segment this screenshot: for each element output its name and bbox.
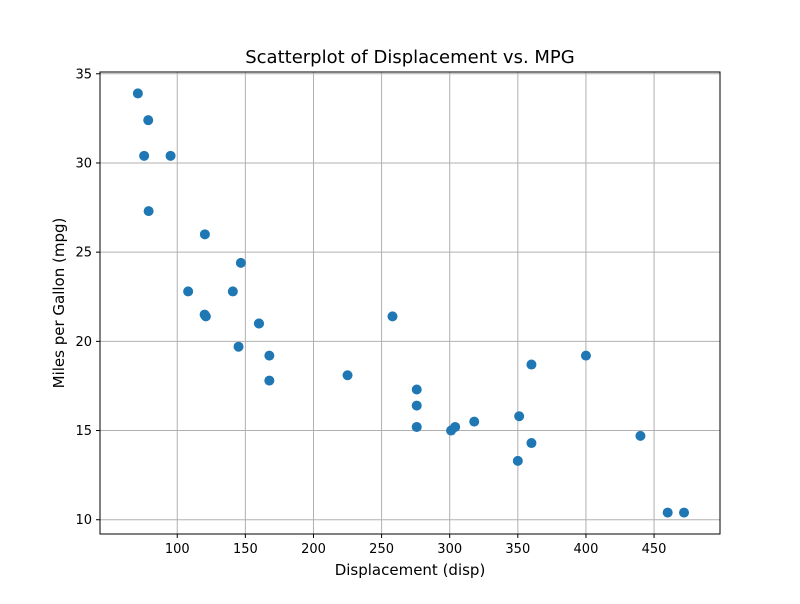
data-point [411,384,422,395]
data-point [233,341,244,352]
x-tick-label: 200 [301,542,326,557]
data-point [411,421,422,432]
data-point [199,229,210,240]
grid-layer [100,72,720,534]
x-tick-label: 450 [642,542,667,557]
data-point [132,88,143,99]
x-tick-label: 300 [437,542,462,557]
data-point [662,507,673,518]
data-point [165,150,176,161]
y-axis-label: Miles per Gallon (mpg) [50,218,68,389]
y-tick-label: 10 [75,513,92,528]
data-point [411,400,422,411]
y-tick-label: 30 [75,156,92,171]
data-point [514,411,525,422]
data-point [227,286,238,297]
plot-frame [99,71,721,535]
data-point [264,350,275,361]
data-point [512,455,523,466]
data-point [342,370,353,381]
data-point [143,206,154,217]
data-point [200,311,211,322]
y-tick-label: 20 [75,335,92,350]
data-point [387,311,398,322]
x-tick-label: 150 [233,542,258,557]
data-point [526,359,537,370]
data-point [235,257,246,268]
data-point [143,115,154,126]
y-tick-label: 25 [75,246,92,261]
data-point [526,438,537,449]
x-tick-label: 250 [369,542,394,557]
data-point [253,318,264,329]
data-point [446,425,457,436]
data-point [580,350,591,361]
y-tick-label: 15 [75,424,92,439]
x-tick-label: 350 [505,542,530,557]
points-layer [132,88,690,518]
data-point [264,375,275,386]
y-tick-label: 35 [75,67,92,82]
data-point [679,507,690,518]
ticks-layer: 100 150 200 250 300 350 400 450 10 15 20 25 30 35 [75,67,666,557]
data-point [635,430,646,441]
x-tick-label: 400 [574,542,599,557]
data-point [183,286,194,297]
data-point [139,150,150,161]
x-axis-label: Displacement (disp) [335,561,486,579]
x-tick-label: 100 [165,542,190,557]
chart-title: Scatterplot of Displacement vs. MPG [245,47,575,68]
data-point [469,416,480,427]
